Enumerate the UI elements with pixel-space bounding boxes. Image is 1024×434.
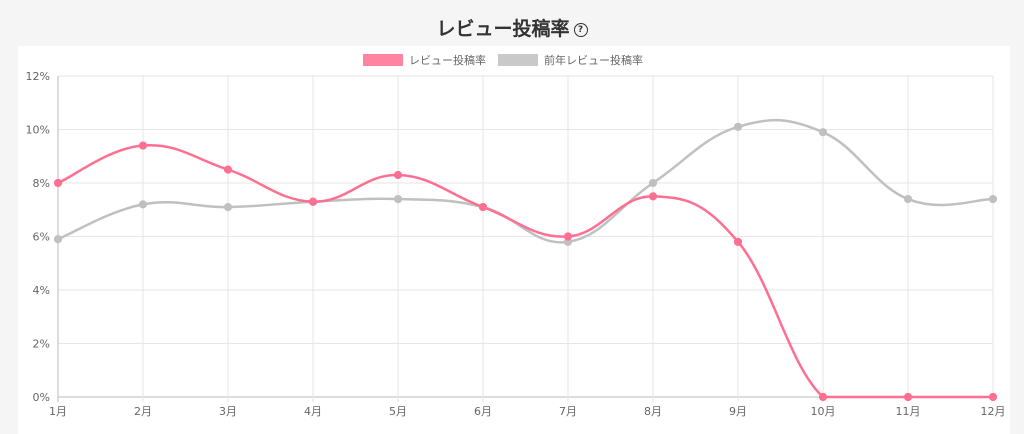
data-point — [988, 392, 998, 402]
data-point — [393, 170, 403, 180]
data-point — [563, 232, 573, 241]
data-point — [648, 192, 658, 201]
data-point — [53, 235, 63, 244]
legend-swatch — [498, 54, 538, 66]
data-point — [648, 178, 658, 188]
x-tick-label: 1月 — [49, 405, 67, 418]
legend-swatch — [363, 54, 403, 66]
y-tick-label: 0% — [33, 391, 50, 404]
data-point — [903, 392, 913, 402]
data-point — [903, 194, 913, 204]
chart-series — [53, 118, 998, 402]
x-tick-label: 8月 — [644, 405, 662, 418]
x-tick-label: 11月 — [896, 405, 921, 418]
y-tick-label: 10% — [26, 124, 50, 137]
data-point — [988, 194, 998, 204]
data-point — [478, 202, 488, 212]
data-point — [308, 197, 318, 206]
x-tick-label: 10月 — [811, 405, 836, 418]
legend-label: 前年レビュー投稿率 — [544, 53, 643, 67]
y-tick-label: 4% — [33, 284, 50, 297]
data-point — [733, 237, 743, 246]
data-point — [223, 202, 233, 212]
data-point — [138, 200, 148, 209]
legend-label: レビュー投稿率 — [409, 53, 486, 67]
question-circle-icon[interactable]: ? — [573, 22, 588, 37]
chart-grid — [57, 75, 994, 402]
y-tick-label: 8% — [33, 177, 50, 190]
x-tick-label: 3月 — [219, 405, 237, 418]
x-tick-label: 6月 — [474, 405, 492, 418]
line-chart: 0% 2% 4% 6% 8% 10% 12% 1月 2月 3月 4月 5月 6月 7月 8月 9月 10月 11月… — [26, 53, 1006, 418]
data-point — [393, 194, 403, 204]
x-tick-label: 9月 — [729, 405, 747, 418]
data-point — [818, 392, 828, 402]
series-line — [57, 118, 994, 244]
x-tick-label: 4月 — [304, 405, 322, 418]
chart-title-row: レビュー投稿率? — [0, 14, 1024, 44]
chart-axes: 0% 2% 4% 6% 8% 10% 12% 1月 2月 3月 4月 5月 6月 7月 8月 9月 10月 11月… — [26, 70, 1006, 418]
y-tick-label: 6% — [33, 231, 50, 244]
data-point — [223, 165, 233, 174]
data-point — [733, 122, 743, 131]
x-tick-label: 5月 — [389, 405, 407, 418]
y-tick-label: 12% — [26, 70, 50, 83]
chart-legend: レビュー投稿率 前年レビュー投稿率 — [363, 53, 643, 67]
chart-title: レビュー投稿率 — [436, 18, 570, 40]
x-tick-label: 2月 — [134, 405, 152, 418]
y-tick-label: 2% — [33, 338, 50, 351]
x-tick-label: 12月 — [981, 405, 1006, 418]
data-point — [818, 128, 828, 137]
data-point — [53, 178, 63, 188]
data-point — [138, 141, 148, 150]
x-tick-label: 7月 — [559, 405, 577, 418]
chart-panel: 0% 2% 4% 6% 8% 10% 12% 1月 2月 3月 4月 5月 6月 7月 8月 9月 10月 11月… — [18, 46, 1010, 434]
